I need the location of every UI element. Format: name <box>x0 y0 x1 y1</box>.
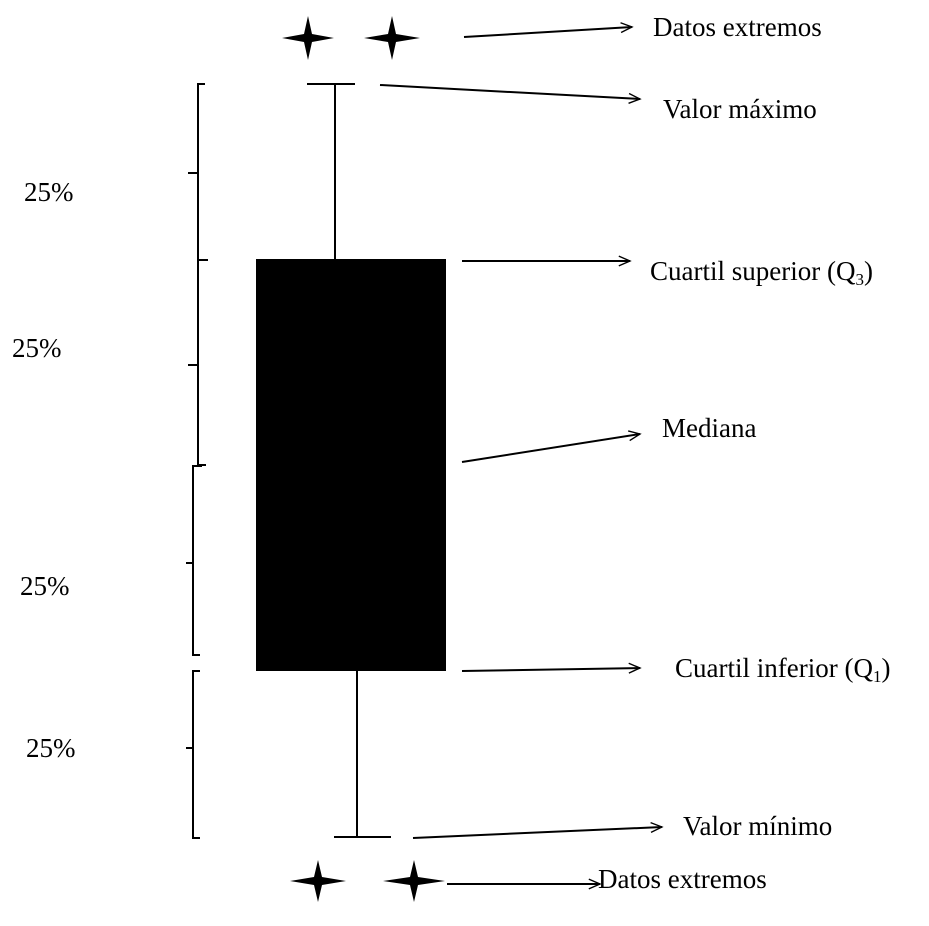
label-q1: Cuartil inferior (Q1) <box>675 653 891 686</box>
outlier-star-icon <box>383 860 445 902</box>
label-q1-close: ) <box>881 653 891 683</box>
label-max: Valor máximo <box>663 94 817 124</box>
quartile-brackets <box>186 83 208 839</box>
interquartile-box <box>256 259 446 671</box>
outlier-star-icon <box>290 860 346 902</box>
label-q3-sub: 3 <box>855 270 864 289</box>
arrow-min <box>412 827 662 839</box>
label-min: Valor mínimo <box>683 811 833 841</box>
arrow-q1 <box>461 668 640 671</box>
arrow-median <box>461 434 640 463</box>
label-outliers-bottom: Datos extremos <box>598 864 767 894</box>
arrow-outliers-top <box>463 27 632 38</box>
label-q3-close: ) <box>863 256 873 286</box>
percent-label: 25% <box>26 733 76 763</box>
label-median: Mediana <box>662 413 757 443</box>
percent-label: 25% <box>24 177 74 207</box>
label-q1-text: Cuartil inferior (Q <box>675 653 873 683</box>
label-q1-sub: 1 <box>872 667 882 686</box>
label-q3-text: Cuartil superior (Q <box>650 256 856 286</box>
percent-label: 25% <box>12 333 62 363</box>
outlier-star-icon <box>282 16 334 60</box>
percent-label: 25% <box>20 571 70 601</box>
label-outliers-top: Datos extremos <box>653 12 822 42</box>
outlier-star-icon <box>364 16 420 60</box>
label-q3: Cuartil superior (Q3) <box>650 256 873 289</box>
arrow-max <box>379 84 640 99</box>
